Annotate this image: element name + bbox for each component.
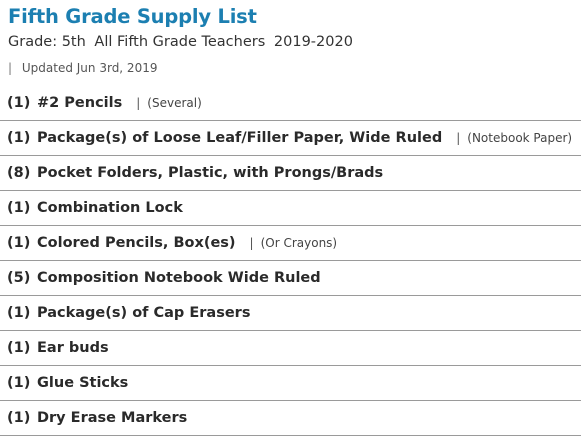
separator: |: [136, 96, 141, 110]
item-note-text: (Notebook Paper): [467, 131, 573, 145]
school-year: 2019-2020: [273, 34, 353, 50]
page-title: Fifth Grade Supply List: [8, 5, 257, 28]
teachers-label: All Fifth Grade Teachers: [94, 34, 266, 50]
list-item: (8) Pocket Folders, Plastic, with Prongs…: [0, 156, 581, 191]
item-quantity: (1): [7, 200, 31, 216]
item-name: Glue Sticks: [37, 375, 129, 391]
item-name: #2 Pencils: [37, 95, 123, 111]
item-quantity: (8): [7, 165, 31, 181]
list-item: (5) Composition Notebook Wide Ruled: [0, 261, 581, 296]
item-name: Package(s) of Loose Leaf/Filler Paper, W…: [37, 130, 443, 146]
item-quantity: (1): [7, 305, 31, 321]
item-name: Pocket Folders, Plastic, with Prongs/Bra…: [37, 165, 384, 181]
list-item: (1) Combination Lock: [0, 191, 581, 226]
list-meta: Grade: 5th All Fifth Grade Teachers 2019…: [8, 34, 357, 50]
item-quantity: (1): [7, 375, 31, 391]
item-quantity: (1): [7, 340, 31, 356]
item-note: | (Notebook Paper): [456, 131, 572, 145]
separator: |: [8, 61, 13, 75]
item-name: Dry Erase Markers: [37, 410, 188, 426]
item-name: Combination Lock: [37, 200, 183, 216]
item-quantity: (1): [7, 410, 31, 426]
separator: |: [456, 131, 461, 145]
item-note-text: (Or Crayons): [260, 236, 338, 250]
item-name: Colored Pencils, Box(es): [37, 235, 236, 251]
item-quantity: (1): [7, 95, 31, 111]
supply-list: (1) #2 Pencils | (Several) (1) Package(s)…: [0, 86, 581, 436]
separator: |: [249, 236, 254, 250]
item-quantity: (5): [7, 270, 31, 286]
list-item: (1) #2 Pencils | (Several): [0, 86, 581, 121]
list-item: (1) Colored Pencils, Box(es) | (Or Crayon…: [0, 226, 581, 261]
item-note: | (Several): [136, 96, 202, 110]
list-item: (1) Ear buds: [0, 331, 581, 366]
item-quantity: (1): [7, 130, 31, 146]
item-quantity: (1): [7, 235, 31, 251]
item-name: Composition Notebook Wide Ruled: [37, 270, 321, 286]
item-name: Package(s) of Cap Erasers: [37, 305, 251, 321]
updated-date: Updated Jun 3rd, 2019: [21, 61, 158, 75]
list-item: (1) Glue Sticks: [0, 366, 581, 401]
list-item: (1) Package(s) of Cap Erasers: [0, 296, 581, 331]
updated-line: | Updated Jun 3rd, 2019: [8, 61, 157, 75]
item-note-text: (Several): [147, 96, 202, 110]
list-item: (1) Dry Erase Markers: [0, 401, 581, 436]
grade-label: Grade: 5th: [8, 34, 86, 50]
item-name: Ear buds: [37, 340, 109, 356]
list-item: (1) Package(s) of Loose Leaf/Filler Pape…: [0, 121, 581, 156]
item-note: | (Or Crayons): [250, 236, 338, 250]
